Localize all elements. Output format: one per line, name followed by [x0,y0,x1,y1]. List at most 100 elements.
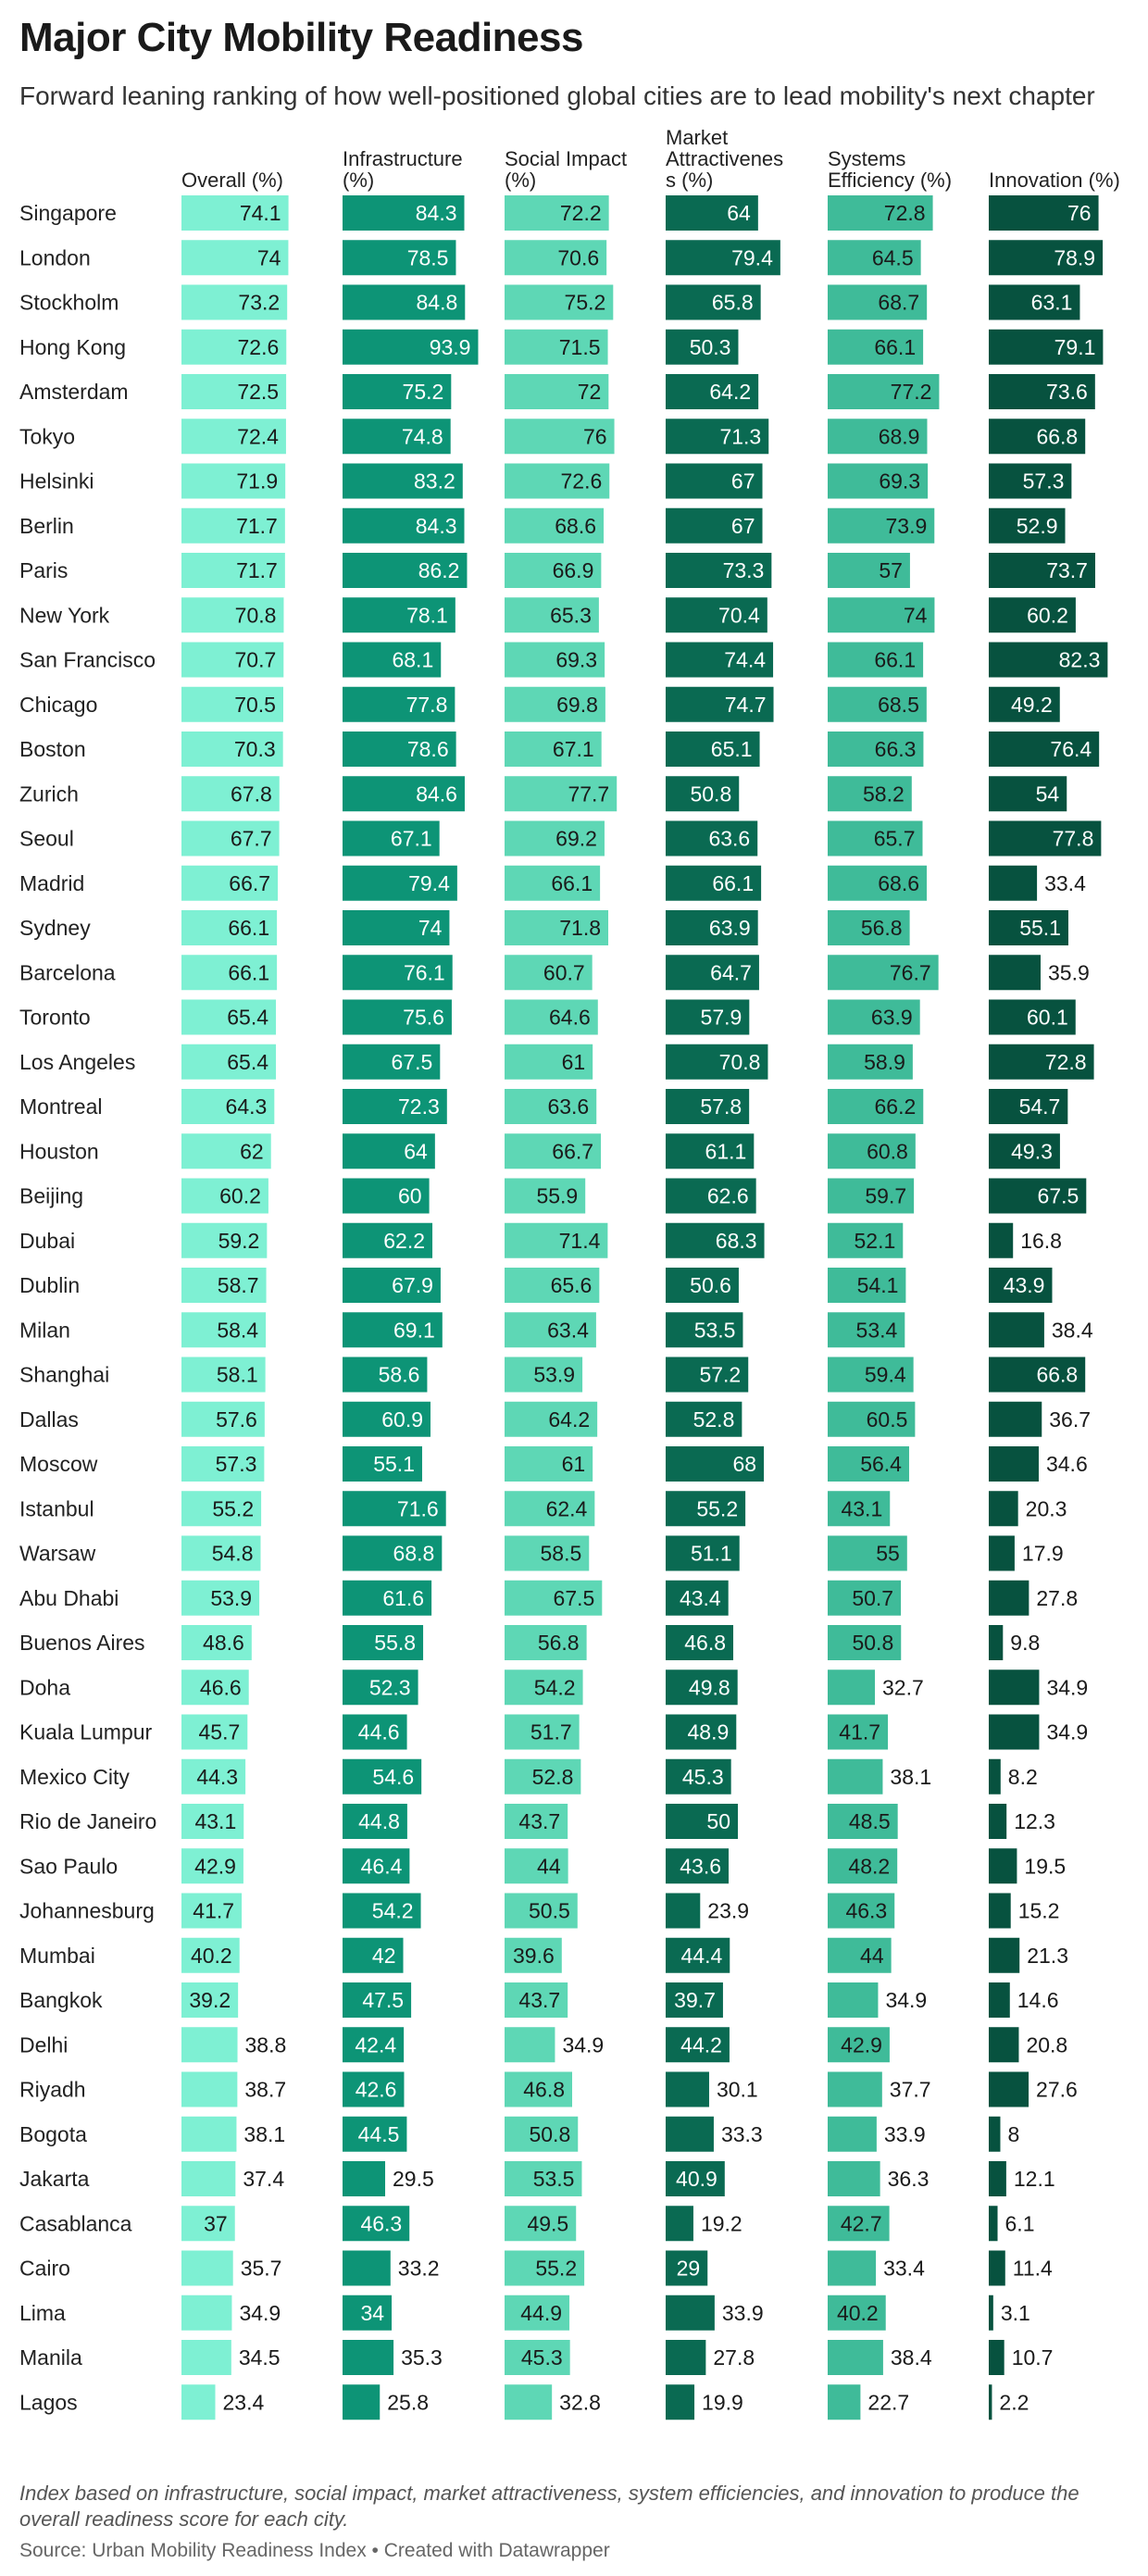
data-label: 54.6 [372,1765,414,1789]
bar [505,955,593,991]
data-label: 58.1 [217,1363,258,1387]
bar [666,1446,765,1482]
data-label: 70.7 [235,648,277,672]
data-label: 53.5 [694,1318,736,1342]
bar [505,2295,570,2331]
bar [828,1268,906,1303]
bar [181,2250,233,2286]
data-label: 58.4 [217,1318,258,1342]
data-label: 57 [879,558,903,582]
data-label: 52.3 [369,1675,411,1699]
bar [989,507,1066,544]
bar [181,686,283,722]
bar [989,686,1060,722]
bar [181,2116,237,2152]
data-label: 64.6 [549,1006,591,1030]
data-label: 38.1 [243,2122,285,2146]
data-label: 60.5 [867,1407,908,1432]
data-label: 51.7 [530,1720,572,1744]
row-label-city: Sao Paulo [19,1854,118,1878]
data-label: 70.6 [557,245,599,269]
data-label: 14.6 [1017,1988,1059,2012]
data-label: 78.9 [1054,245,1095,269]
bar [666,463,763,499]
table-row-tokyo: Tokyo 72.4 74.8 76 71.3 68.9 66.8 [19,419,1086,455]
chart-subtitle: Forward leaning ranking of how well-posi… [19,81,1095,110]
bar [989,1625,1004,1660]
bar [181,1222,268,1258]
data-label: 33.2 [398,2257,440,2281]
bar [343,284,466,320]
bar [828,374,940,409]
bar [343,597,455,633]
bar [505,1312,596,1348]
data-label: 68.9 [879,424,920,448]
bar [181,955,278,991]
data-label: 50.7 [852,1586,893,1610]
data-label: 52.9 [1017,514,1058,538]
bar [343,1937,404,1973]
bar [989,1044,1094,1080]
bar [989,1312,1044,1348]
data-label: 25.8 [387,2390,429,2414]
bar [666,642,774,678]
bar [343,1222,433,1258]
row-label-city: New York [19,603,110,627]
bar [828,776,912,812]
data-label: 56.4 [860,1452,902,1476]
data-label: 45.3 [682,1765,724,1789]
data-label: 73.7 [1046,558,1088,582]
bar [828,597,935,633]
data-label: 33.4 [883,2257,925,2281]
data-label: 57.3 [216,1452,257,1476]
data-label: 39.6 [513,1944,555,1968]
data-label: 60.9 [381,1407,423,1432]
data-label: 66.7 [229,871,270,895]
data-label: 55 [876,1542,900,1566]
bar [989,2340,1004,2375]
data-label: 65.8 [712,291,754,315]
bar [989,1804,1007,1839]
data-label: 64 [404,1139,428,1163]
bar [343,329,479,365]
bar [666,507,763,544]
row-label-city: Barcelona [19,960,116,984]
bar [343,1401,430,1437]
bar [181,1044,277,1080]
bar [828,1357,914,1393]
row-label-city: Beijing [19,1184,83,1208]
bar [989,1268,1053,1303]
bar [343,374,452,409]
row-label-city: Warsaw [19,1542,96,1566]
row-label-city: Mumbai [19,1944,95,1968]
bar [505,2206,577,2242]
data-label: 72 [578,380,602,404]
row-label-city: Milan [19,1318,70,1342]
table-row-lagos: Lagos 23.4 25.8 32.8 19.9 22.7 2.2 [19,2384,1029,2420]
bar [828,1312,905,1348]
bar [666,1222,765,1258]
data-label: 38.4 [1052,1318,1093,1342]
bar [666,597,767,633]
bar [505,1089,597,1124]
data-label: 15.2 [1018,1899,1060,1923]
bar [505,2384,553,2420]
row-label-city: Abu Dhabi [19,1586,119,1610]
table-row-paris: Paris 71.7 86.2 66.9 73.3 57 73.7 [19,553,1095,588]
row-label-city: Cairo [19,2257,70,2281]
data-label: 67 [731,514,755,538]
bar [666,686,774,722]
data-label: 55.9 [536,1184,578,1208]
table-row-moscow: Moscow 57.3 55.1 61 68 56.4 34.6 [19,1446,1088,1482]
data-label: 74.7 [725,693,767,717]
data-label: 70.3 [234,737,276,761]
bar [343,686,455,722]
bar [666,910,758,945]
bar [828,1714,889,1750]
bar [989,820,1102,857]
data-label: 45.7 [199,1720,241,1744]
data-label: 43.7 [518,1988,560,2012]
bar [989,1222,1014,1258]
bar [181,507,285,544]
bar [828,1982,879,2018]
